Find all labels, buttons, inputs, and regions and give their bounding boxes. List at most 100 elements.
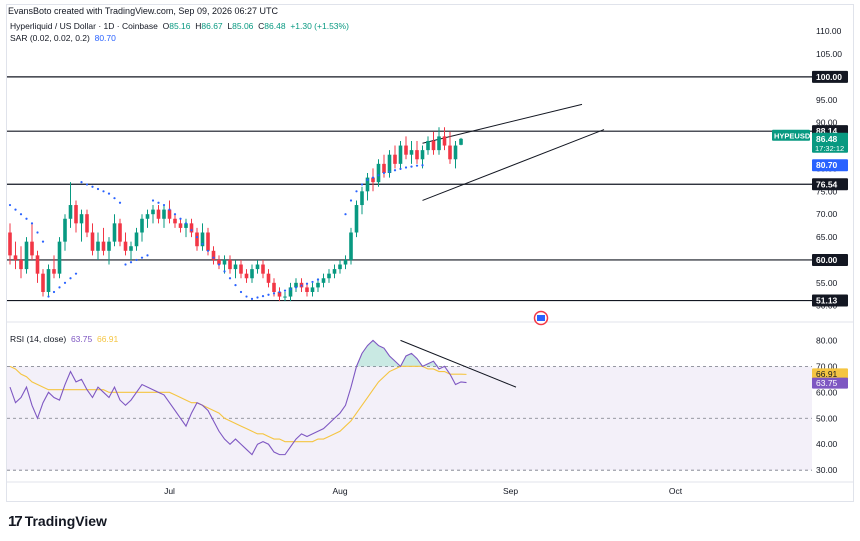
time-axis-tick: Aug <box>332 486 347 496</box>
candle-body <box>310 287 315 292</box>
candle-body <box>426 140 430 151</box>
sar-dot <box>360 183 364 186</box>
rsi-ma-value: 66.91 <box>96 334 119 344</box>
open-value: 85.16 <box>169 21 191 31</box>
candle-body <box>387 154 392 174</box>
candle-body <box>52 269 56 274</box>
sar-dot <box>228 277 232 280</box>
rsi-badge-label: 63.75 <box>816 378 838 388</box>
rsi-axis-tick: 50.00 <box>816 413 838 423</box>
sar-dot <box>184 222 188 225</box>
candle-body <box>382 163 386 174</box>
candle-body <box>453 145 458 160</box>
change-value: +1.30 (+1.53%) <box>290 21 349 31</box>
sar-dot <box>272 292 276 295</box>
event-flag-icon-fill <box>537 315 545 321</box>
candle-body <box>316 282 320 288</box>
candle-body <box>239 264 243 274</box>
symbol-title[interactable]: Hyperliquid / US Dollar · 1D · Coinbase <box>10 21 158 31</box>
sar-dot <box>80 181 83 184</box>
sar-dot <box>289 288 292 291</box>
sar-dot <box>63 281 67 284</box>
candle-body <box>151 209 155 215</box>
sar-dot <box>421 164 424 167</box>
candle-body <box>266 273 271 283</box>
rsi-ma-badge-label: 66.91 <box>816 369 838 379</box>
candle-body <box>112 223 117 242</box>
candle-body <box>321 278 326 283</box>
candle-body <box>332 269 337 274</box>
sar-dot <box>256 296 259 299</box>
candle-body <box>371 177 375 183</box>
candle-body <box>96 241 100 251</box>
time-axis-tick: Jul <box>164 486 175 496</box>
sar-dot <box>74 272 78 275</box>
sar-dot <box>47 295 50 298</box>
sar-dot <box>52 290 56 294</box>
sar-badge <box>812 159 848 172</box>
candle-body <box>376 163 381 183</box>
high-label: H <box>195 21 202 31</box>
candle-body <box>206 232 210 251</box>
candle-body <box>90 232 95 251</box>
open-label: O <box>162 21 170 31</box>
sar-dot <box>107 192 111 195</box>
sar-dot <box>377 174 380 177</box>
sar-legend[interactable]: SAR (0.02, 0.02, 0.2) 80.70 <box>10 33 116 43</box>
sar-dot <box>19 213 23 216</box>
rsi-badge <box>812 377 848 389</box>
sar-dot <box>206 249 210 252</box>
sar-dot <box>382 171 386 175</box>
tradingview-logo[interactable]: 17 TradingView <box>8 512 107 530</box>
sar-dot <box>85 183 89 186</box>
price-axis-tick: 55.00 <box>816 278 838 288</box>
sar-dot <box>212 256 215 259</box>
symbol-badge-label: HYPEUSD <box>774 131 811 140</box>
low-label: L <box>227 21 233 31</box>
rsi-legend[interactable]: RSI (14, close) 63.75 66.91 <box>10 334 118 344</box>
chart-frame <box>6 4 854 502</box>
candle-body <box>233 264 238 270</box>
candle-body <box>338 264 342 270</box>
price-pane[interactable]: 110.00105.00100.0095.0090.0085.0080.0075… <box>6 26 854 326</box>
candle-body <box>178 223 183 228</box>
channel-upper-line <box>422 103 583 144</box>
sar-dot <box>58 286 61 289</box>
candle-body <box>162 209 166 219</box>
time-axis-tick: Sep <box>503 486 518 496</box>
candle-body <box>13 255 18 260</box>
sar-dot <box>294 286 298 289</box>
sar-dot <box>91 185 94 188</box>
candle-body <box>63 218 67 242</box>
bar-countdown-label: 17:32:12 <box>815 144 844 153</box>
candle-body <box>184 223 188 228</box>
candle-body <box>156 209 161 219</box>
sar-dot <box>283 289 287 292</box>
sar-dot <box>278 290 281 294</box>
price-axis-tick: 90.00 <box>816 118 838 128</box>
candle-body <box>360 191 364 206</box>
level-price-label: 88.14 <box>816 126 838 136</box>
candle-body <box>101 241 106 251</box>
candle-body <box>123 241 128 251</box>
candle-body <box>244 273 249 279</box>
candle-body <box>349 232 353 260</box>
sar-dot <box>404 166 408 169</box>
price-axis-tick: 105.00 <box>816 49 842 59</box>
close-value: 86.48 <box>264 21 286 31</box>
rsi-divergence-line <box>400 339 517 388</box>
sar-dot <box>113 197 116 200</box>
symbol-badge <box>772 129 810 141</box>
candle-body <box>228 259 232 270</box>
rsi-axis-tick: 80.00 <box>816 335 838 345</box>
candle-body <box>261 264 265 274</box>
sar-dot <box>388 170 391 173</box>
rsi-ma-badge <box>812 368 848 380</box>
time-axis[interactable]: Jul Aug Sep Oct <box>6 481 854 496</box>
candle-body <box>24 241 29 270</box>
current-price-badge <box>812 132 848 153</box>
sar-dot <box>69 277 72 280</box>
candle-body <box>68 205 73 219</box>
